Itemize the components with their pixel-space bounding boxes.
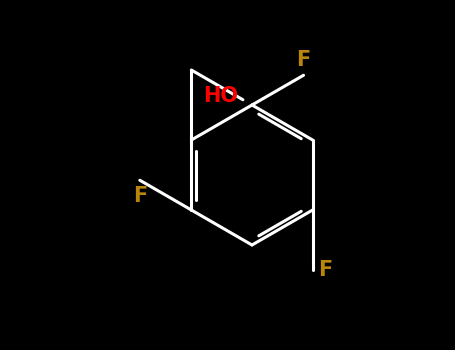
Text: F: F <box>318 259 332 280</box>
Text: HO: HO <box>202 86 238 106</box>
Text: F: F <box>296 50 311 70</box>
Text: F: F <box>133 186 147 205</box>
